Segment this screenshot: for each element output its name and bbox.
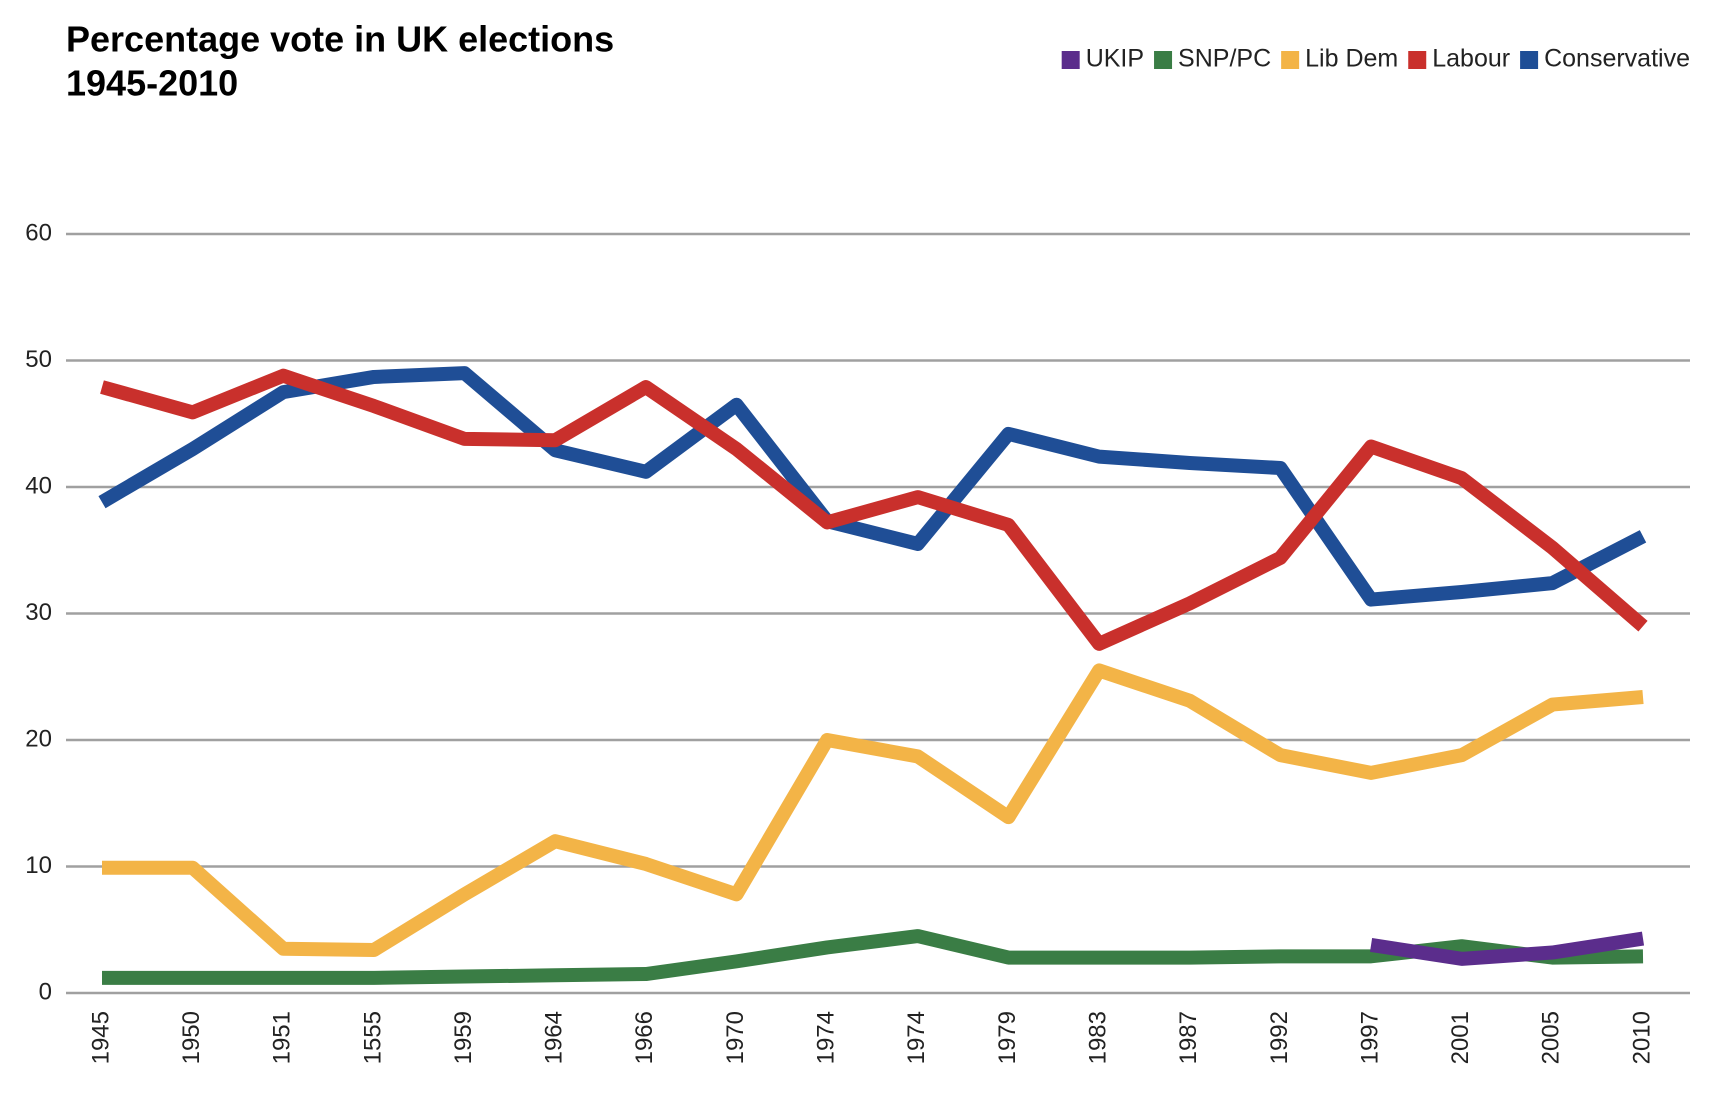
x-tick-label: 1974 — [813, 1011, 840, 1064]
y-tick-label: 0 — [39, 978, 52, 1005]
series-line — [102, 663, 1644, 957]
legend-label: SNP/PC — [1178, 45, 1271, 73]
x-tick-label: 1992 — [1266, 1011, 1293, 1064]
series-line — [98, 366, 1647, 607]
series-line — [1369, 931, 1645, 966]
x-tick-label: 1997 — [1356, 1011, 1383, 1064]
legend-label: Conservative — [1544, 45, 1690, 73]
x-tick-label: 2001 — [1447, 1011, 1474, 1064]
legend-swatch — [1061, 51, 1080, 69]
y-tick-label: 40 — [25, 472, 52, 499]
x-tick-label: 1959 — [450, 1011, 477, 1064]
y-tick-label: 10 — [25, 852, 52, 879]
x-tick-label: 1979 — [994, 1011, 1021, 1064]
x-tick-label: 1974 — [903, 1011, 930, 1064]
legend-swatch — [1281, 51, 1300, 69]
x-tick-label: 1970 — [722, 1011, 749, 1064]
legend-label: Labour — [1432, 45, 1510, 73]
x-tick-label: 1951 — [269, 1011, 296, 1064]
x-tick-label: 1966 — [631, 1011, 658, 1064]
y-tick-label: 50 — [25, 346, 52, 373]
x-tick-label: 2005 — [1538, 1011, 1565, 1064]
y-tick-label: 60 — [25, 219, 52, 246]
x-tick-label: 1987 — [1175, 1011, 1202, 1064]
chart-title: Percentage vote in UK elections — [66, 19, 614, 60]
legend-label: Lib Dem — [1305, 45, 1398, 73]
legend-swatch — [1520, 51, 1539, 69]
chart-subtitle: 1945-2010 — [66, 63, 238, 104]
series-line — [100, 368, 1648, 651]
series-line — [102, 929, 1644, 985]
x-tick-label: 1964 — [541, 1011, 568, 1064]
x-tick-label: 1950 — [178, 1011, 205, 1064]
x-tick-label: 2010 — [1628, 1011, 1655, 1064]
legend-swatch — [1408, 51, 1427, 69]
legend-label: UKIP — [1086, 45, 1144, 73]
legend-swatch — [1154, 51, 1173, 69]
y-tick-label: 30 — [25, 599, 52, 626]
x-tick-label: 1555 — [359, 1011, 386, 1064]
y-tick-label: 20 — [25, 725, 52, 752]
x-tick-label: 1945 — [87, 1011, 114, 1064]
x-tick-label: 1983 — [1084, 1011, 1111, 1064]
